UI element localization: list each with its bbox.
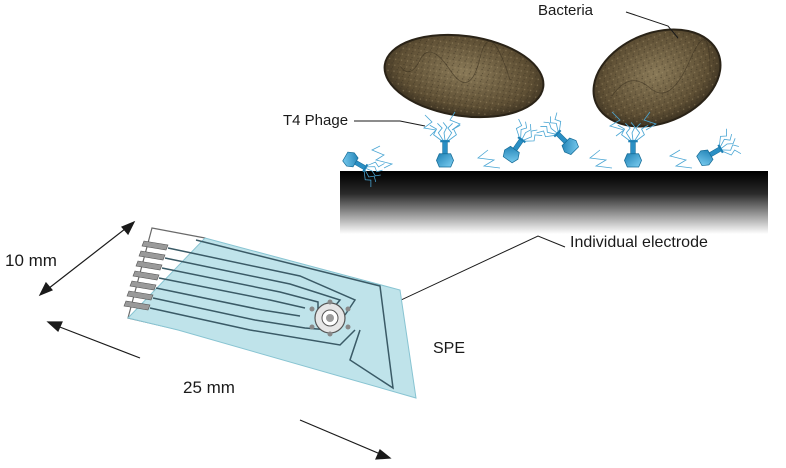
phage-6 — [691, 126, 744, 174]
t4-phage-label: T4 Phage — [283, 112, 349, 129]
spe-label: SPE — [433, 340, 466, 357]
width-dimension-label: 10 mm — [5, 251, 57, 270]
length-dimension-label: 25 mm — [183, 378, 235, 397]
electrode-surface — [340, 172, 768, 234]
individual-electrode-label: Individual electrode — [570, 234, 708, 251]
bacterium-right — [592, 28, 722, 128]
electrode-leader — [353, 235, 566, 323]
bacterium-left — [383, 33, 545, 119]
phage-5 — [617, 121, 649, 168]
phage-3 — [495, 116, 545, 169]
bacteria-leader — [625, 11, 679, 39]
width-dimension-arrow — [38, 220, 136, 297]
phage-4 — [534, 110, 586, 162]
contact-pads — [123, 240, 169, 311]
length-dimension-arrow — [46, 321, 392, 460]
phage-2 — [429, 121, 461, 168]
sensing-electrode — [309, 299, 351, 337]
bacteria-label: Bacteria — [538, 2, 594, 19]
spe-traces — [149, 239, 394, 390]
phage-leader — [354, 120, 426, 127]
